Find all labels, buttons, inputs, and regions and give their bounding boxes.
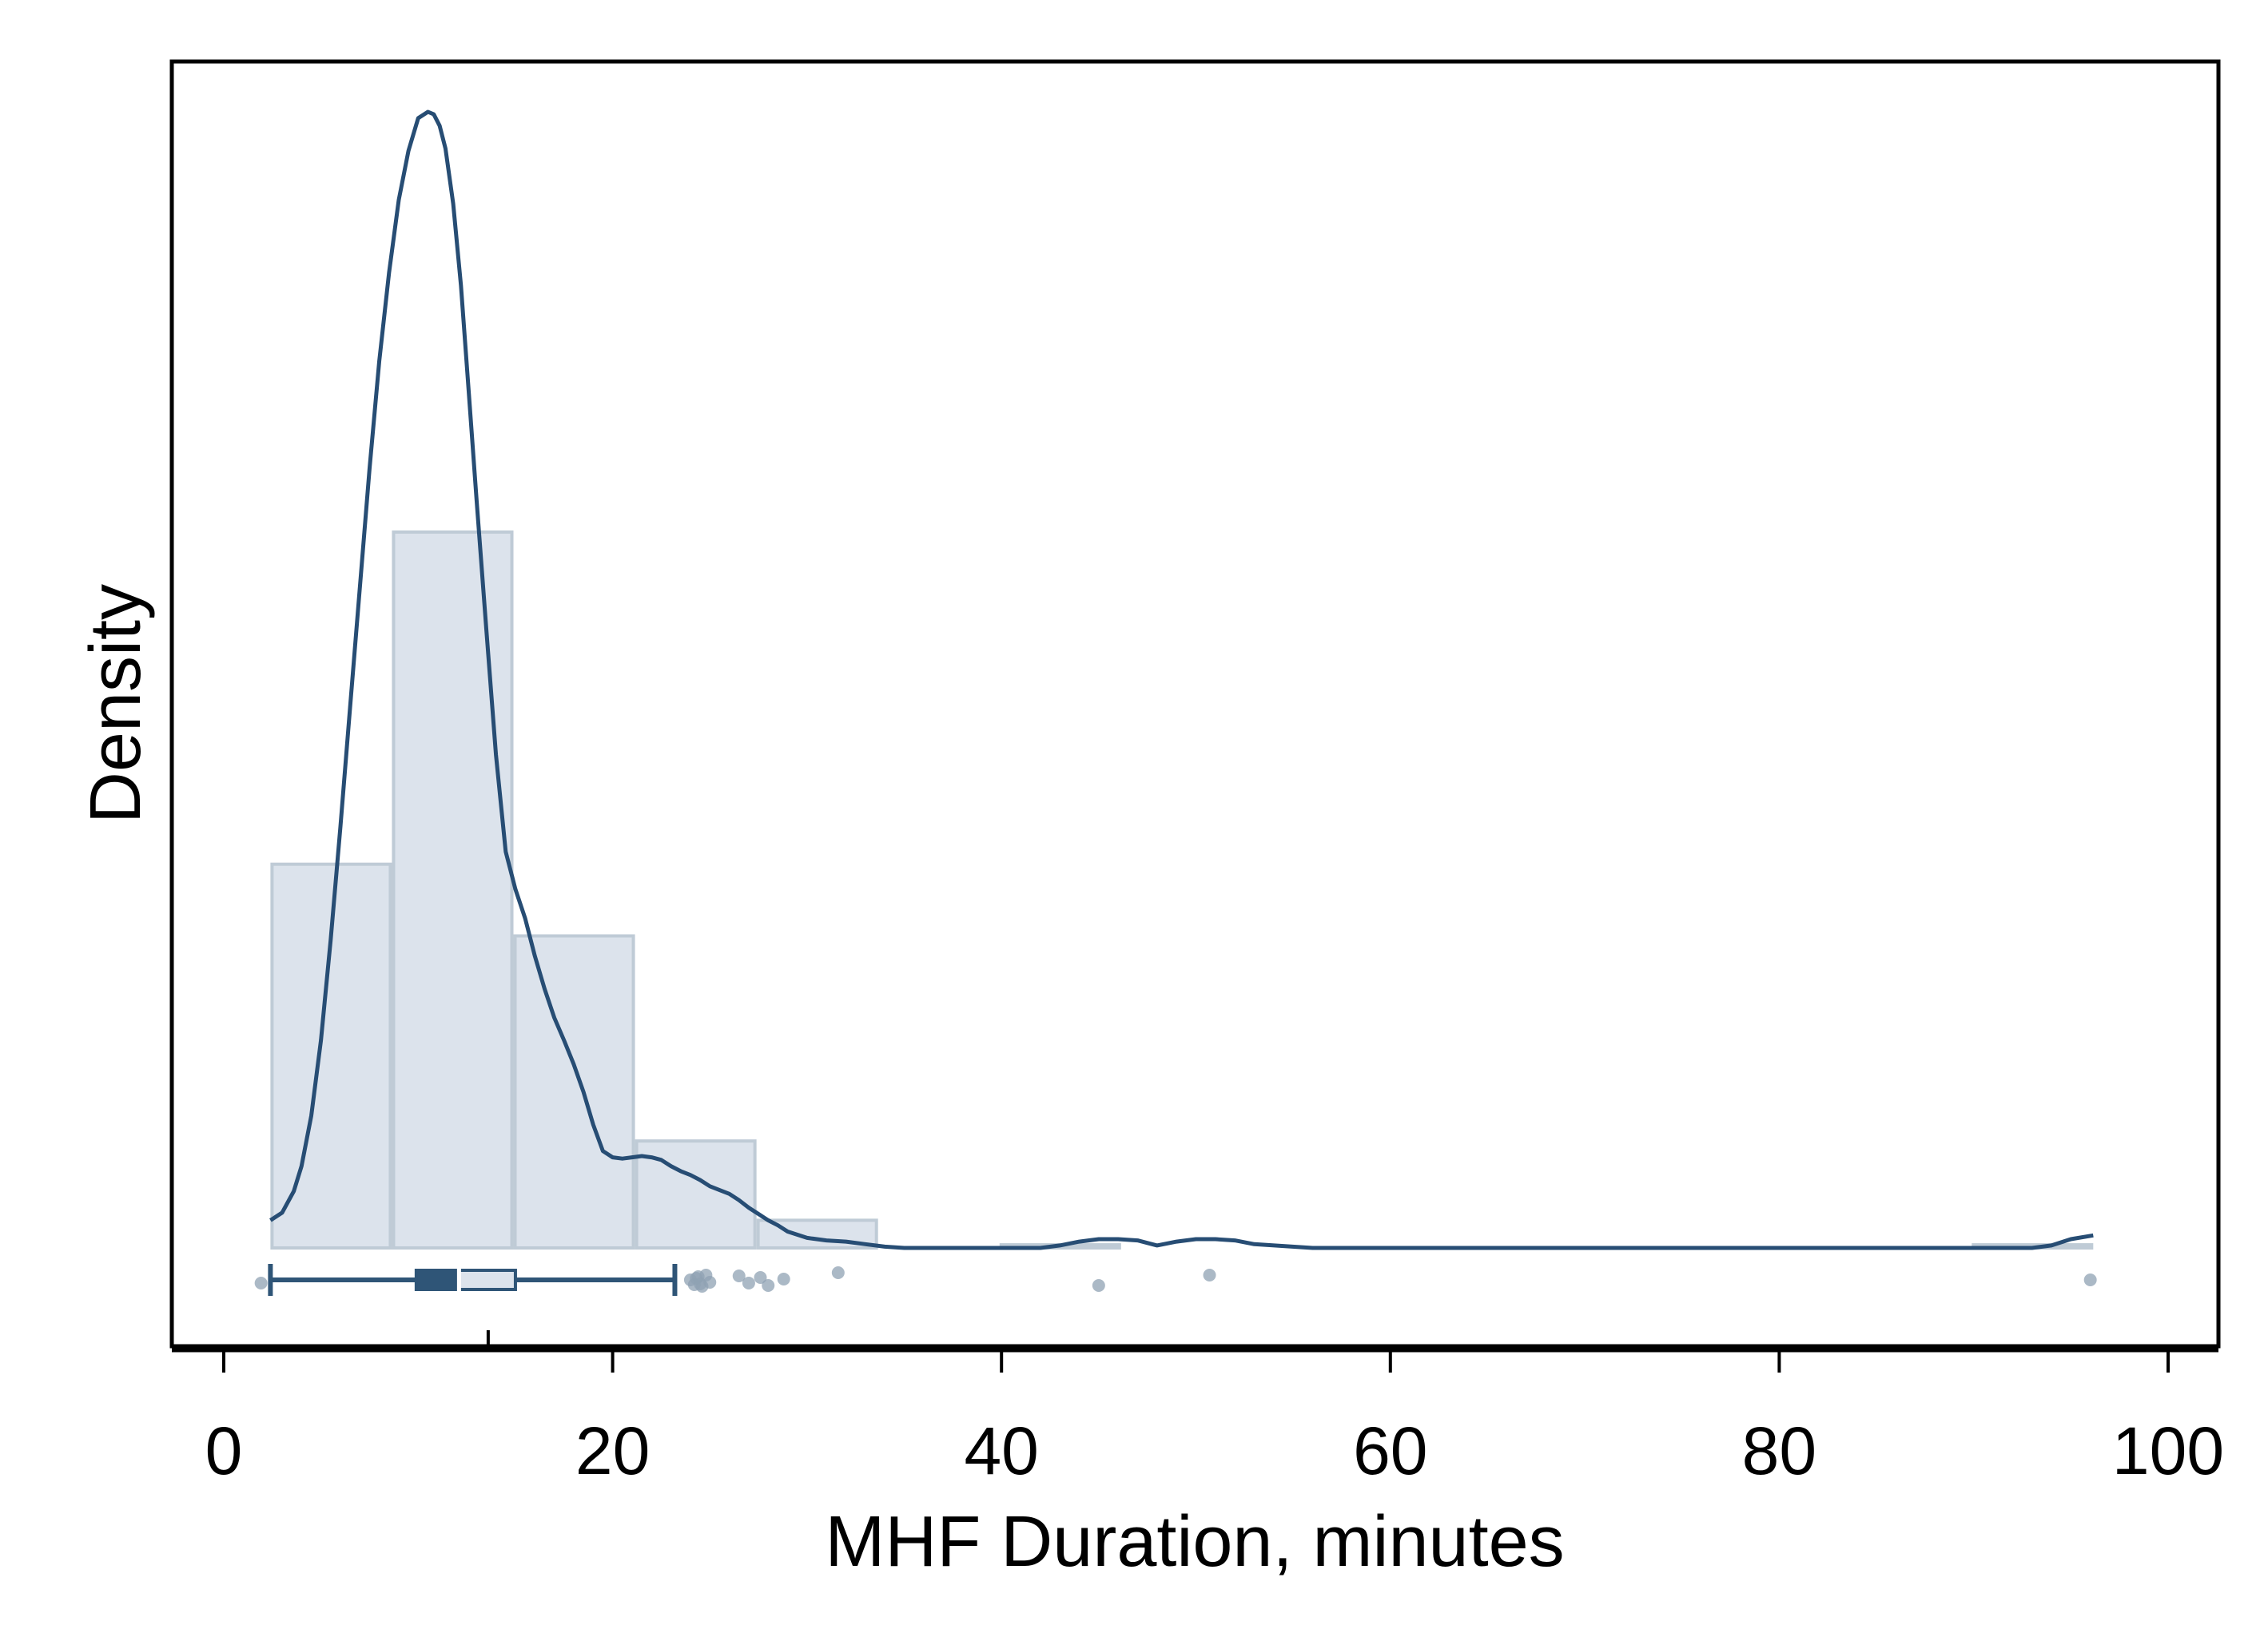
low-point: [254, 1277, 268, 1289]
plot-frame: [169, 59, 2221, 1349]
outlier-point: [777, 1273, 790, 1285]
histogram-bar: [392, 530, 514, 1250]
histogram-bar: [513, 934, 635, 1250]
histogram-bars: [270, 530, 2094, 1250]
boxplot-layer: [254, 1264, 2097, 1350]
box-upper-half: [457, 1269, 517, 1291]
outlier-point: [742, 1277, 755, 1289]
outlier-point: [1203, 1269, 1216, 1281]
outlier-point: [1092, 1279, 1105, 1292]
outlier-point: [694, 1277, 707, 1290]
outlier-point: [754, 1271, 767, 1284]
x-tick-label: 40: [964, 1413, 1038, 1488]
outlier-point: [831, 1266, 845, 1279]
y-axis-title: Density: [76, 584, 156, 824]
x-tick-label: 0: [205, 1413, 243, 1488]
outlier-point: [732, 1270, 746, 1282]
x-tick-label: 100: [2112, 1413, 2224, 1488]
x-tick-label: 60: [1353, 1413, 1427, 1488]
outlier-point: [762, 1279, 775, 1292]
outlier-point: [703, 1276, 717, 1289]
density-curve: [269, 109, 2094, 1250]
box-lower-half: [414, 1269, 461, 1291]
x-tick-label: 80: [1742, 1413, 1816, 1488]
density-curve-layer: [269, 109, 2094, 1250]
x-axis-ticks: 0 20 40 60 80 100: [205, 1350, 2224, 1488]
x-axis-title: MHF Duration, minutes: [825, 1502, 1564, 1582]
outlier-point: [2083, 1274, 2097, 1286]
x-tick-label: 20: [575, 1413, 650, 1488]
